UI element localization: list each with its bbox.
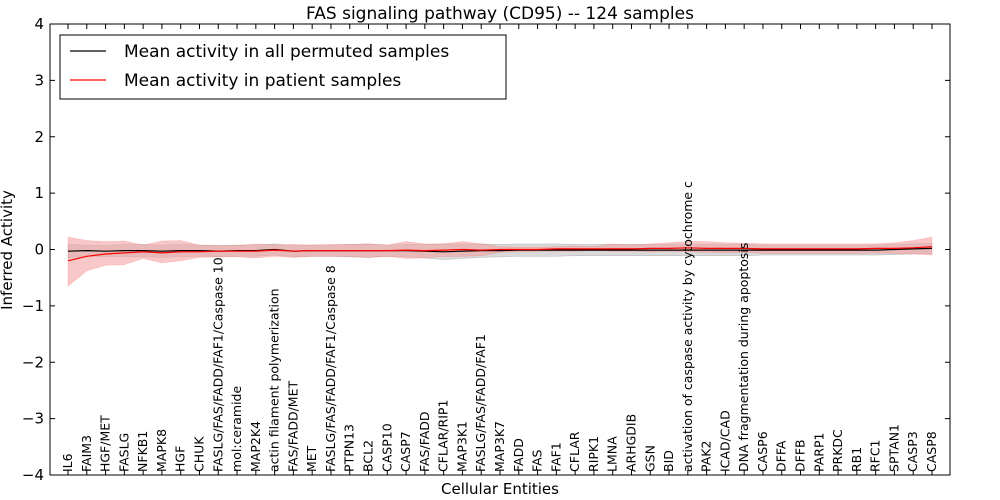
x-tick-label: PAK2: [699, 441, 714, 472]
legend-label-permuted: Mean activity in all permuted samples: [124, 42, 449, 62]
legend-label-patient: Mean activity in patient samples: [124, 71, 401, 91]
x-tick-label: DFFA: [774, 440, 789, 472]
x-tick-label: CASP6: [755, 431, 770, 472]
x-tick-label: CASP3: [905, 431, 920, 472]
series-lines: [67, 246, 933, 262]
x-tick-label: FAS/FADD/MET: [285, 381, 300, 472]
x-tick-label: CHUK: [192, 436, 207, 472]
x-tick-label: BID: [661, 450, 676, 472]
x-tick-label: FAS/FADD: [417, 411, 432, 472]
x-tick-label: FASLG: [116, 433, 131, 472]
x-tick-label: FASLG/FAS/FADD/FAF1: [473, 334, 488, 472]
x-tick-label: FADD: [511, 438, 526, 472]
x-tick-label: activation of caspase activity by cytoch…: [680, 181, 695, 472]
x-tick-label: HGF/MET: [98, 415, 113, 472]
y-tick-label: 4: [34, 15, 44, 33]
x-tick-label: MAPK8: [154, 429, 169, 472]
legend-box: [59, 34, 507, 100]
x-tick-label: MAP3K7: [492, 421, 507, 472]
y-tick-label: 3: [34, 71, 44, 89]
x-tick-label: FAF1: [548, 442, 563, 472]
x-tick-label: PARP1: [811, 433, 826, 472]
y-tick-label: 1: [34, 184, 44, 202]
x-tick-label: RFC1: [868, 439, 883, 472]
x-tick-label: RB1: [849, 447, 864, 472]
x-axis: IL6 FAIM3 HGF/MET FASLG NFKB1 MAPK8 HGF CHUK FAS…: [60, 24, 939, 475]
x-tick-label: HGF: [173, 446, 188, 472]
y-tick-label: −3: [22, 410, 44, 428]
x-tick-label: CFLAR: [567, 431, 582, 472]
x-tick-label: CFLAR/RIP1: [436, 400, 451, 472]
x-tick-label: MET: [304, 445, 319, 472]
x-tick-label: ICAD/CAD: [717, 410, 732, 472]
y-tick-label: −1: [22, 297, 44, 315]
x-tick-label: GSN: [642, 445, 657, 472]
x-tick-label: CASP7: [398, 431, 413, 472]
y-tick-label: 2: [34, 128, 44, 146]
x-tick-label: DNA fragmentation during apoptosis: [736, 243, 751, 472]
x-tick-label: FAS: [530, 449, 545, 472]
line-series-1: [67, 246, 933, 262]
x-tick-label: RIPK1: [586, 436, 601, 472]
x-tick-label: mol:ceramide: [229, 386, 244, 472]
x-tick-label: ARHGDIB: [624, 414, 639, 472]
x-tick-label: MAP3K1: [454, 421, 469, 472]
y-tick-label: −2: [22, 353, 44, 371]
x-tick-label: FASLG/FAS/FADD/FAF1/Caspase 8: [323, 265, 338, 472]
y-axis: −4 −3 −2 −1 0 1 2 3 4: [22, 15, 950, 484]
x-tick-label: CASP10: [379, 423, 394, 472]
x-axis-label: Cellular Entities: [441, 480, 559, 498]
y-tick-label: −4: [22, 466, 44, 484]
legend: Mean activity in all permuted samples Me…: [59, 34, 507, 100]
x-tick-label: DFFB: [793, 439, 808, 472]
x-tick-label: MAP2K4: [248, 421, 263, 472]
x-tick-label: SPTAN1: [886, 424, 901, 472]
y-tick-label: 0: [34, 241, 44, 259]
x-tick-label: FAIM3: [79, 435, 94, 472]
x-tick-label: FASLG/FAS/FADD/FAF1/Caspase 10: [210, 257, 225, 472]
confidence-bands: [67, 236, 933, 287]
chart-title: FAS signaling pathway (CD95) -- 124 samp…: [306, 4, 694, 24]
x-tick-label: LMNA: [605, 436, 620, 472]
x-tick-label: PRKDC: [830, 429, 845, 472]
x-tick-label: IL6: [60, 453, 75, 472]
x-tick-label: actin filament polymerization: [267, 288, 282, 472]
x-tick-label: PTPN13: [342, 424, 357, 472]
x-tick-label: NFKB1: [135, 431, 150, 472]
y-axis-label: Inferred Activity: [0, 190, 16, 310]
band-series-1: [67, 236, 933, 287]
x-tick-label: CASP8: [924, 431, 939, 472]
x-tick-label: BCL2: [361, 440, 376, 472]
